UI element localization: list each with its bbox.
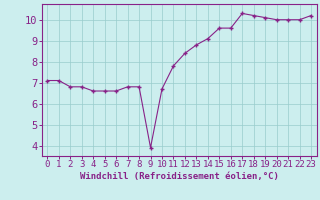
X-axis label: Windchill (Refroidissement éolien,°C): Windchill (Refroidissement éolien,°C) (80, 172, 279, 181)
